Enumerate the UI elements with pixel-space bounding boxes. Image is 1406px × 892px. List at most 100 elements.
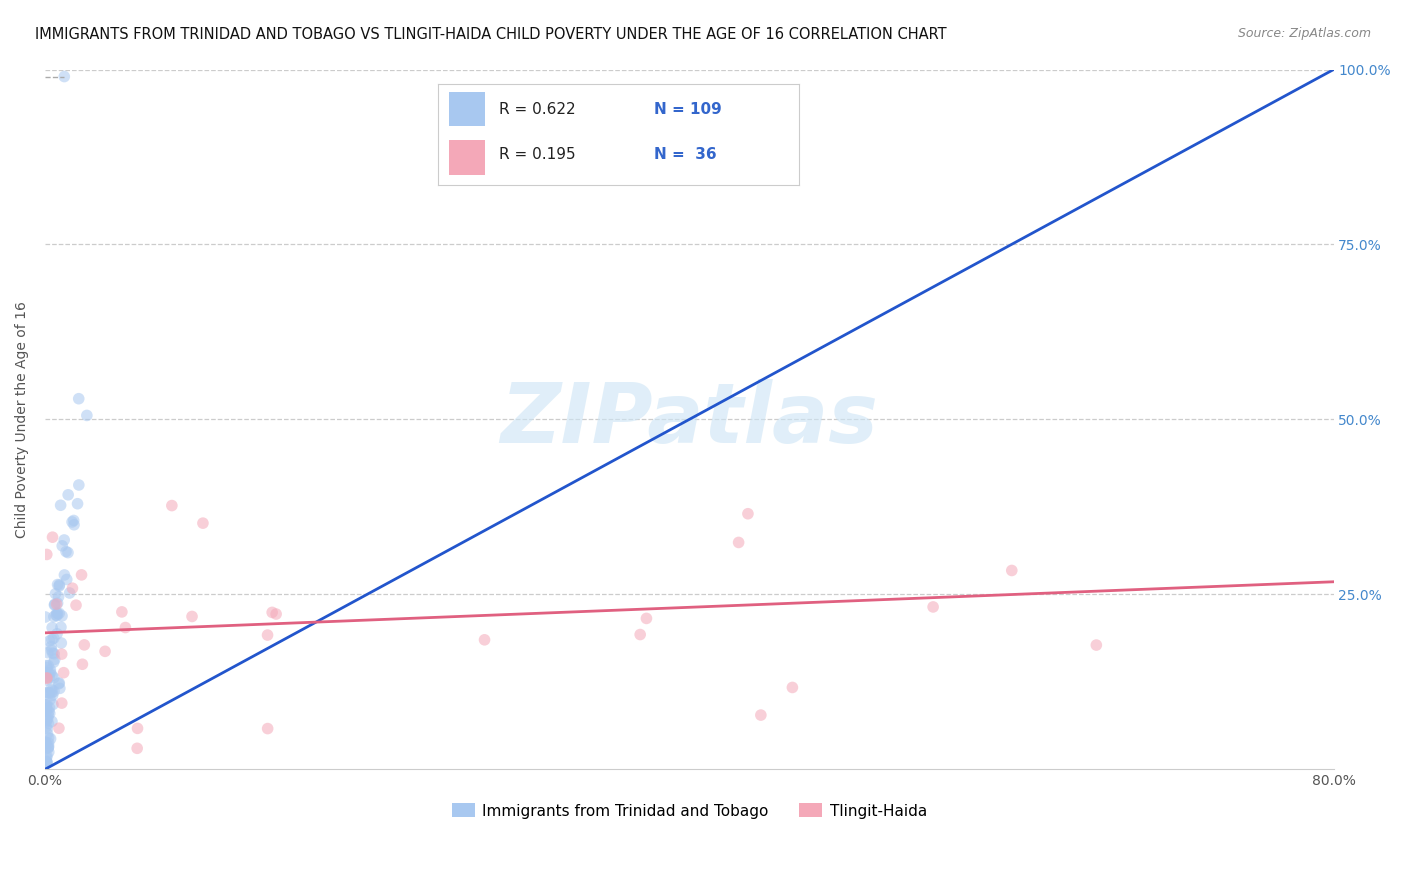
Point xyxy=(35,658,58,673)
Point xyxy=(41,668,63,682)
Point xyxy=(256,628,278,642)
Point xyxy=(35,714,58,729)
Point xyxy=(39,665,62,680)
Point xyxy=(38,671,60,685)
Point xyxy=(38,706,60,721)
Point xyxy=(41,714,63,729)
Point xyxy=(44,598,66,612)
Point xyxy=(37,646,59,660)
Point xyxy=(34,670,56,684)
Point xyxy=(37,708,59,723)
Text: ZIPatlas: ZIPatlas xyxy=(501,379,879,460)
Point xyxy=(51,647,73,661)
Point xyxy=(42,698,65,712)
Point xyxy=(35,749,58,764)
Point xyxy=(922,599,945,614)
Point xyxy=(45,607,67,622)
Point xyxy=(34,698,56,712)
Point xyxy=(37,660,59,674)
Point xyxy=(67,392,90,406)
Point xyxy=(35,698,58,712)
Point xyxy=(38,633,60,648)
Point xyxy=(56,546,79,560)
Point xyxy=(66,497,89,511)
Point xyxy=(35,673,58,687)
Point xyxy=(65,598,87,612)
Point xyxy=(42,609,65,624)
Point xyxy=(42,671,65,685)
Point xyxy=(35,756,58,770)
Point xyxy=(37,716,59,731)
Point xyxy=(48,677,70,691)
Point xyxy=(34,756,56,770)
Point xyxy=(37,740,59,755)
Y-axis label: Child Poverty Under the Age of 16: Child Poverty Under the Age of 16 xyxy=(15,301,30,538)
Point xyxy=(35,720,58,734)
Point xyxy=(35,754,58,768)
Point xyxy=(34,756,56,770)
Point xyxy=(41,688,63,702)
Point xyxy=(35,756,58,770)
Point xyxy=(48,607,70,621)
Point xyxy=(45,606,67,620)
Point xyxy=(45,608,67,623)
Point xyxy=(38,666,60,681)
Point xyxy=(41,530,63,544)
Point xyxy=(63,517,86,532)
Point xyxy=(38,700,60,714)
Point xyxy=(56,488,79,502)
Point xyxy=(48,578,70,592)
Point xyxy=(264,607,287,621)
Point xyxy=(55,544,77,558)
Point xyxy=(39,731,62,746)
Point xyxy=(38,745,60,759)
Point xyxy=(37,756,59,770)
Text: IMMIGRANTS FROM TRINIDAD AND TOBAGO VS TLINGIT-HAIDA CHILD POVERTY UNDER THE AGE: IMMIGRANTS FROM TRINIDAD AND TOBAGO VS T… xyxy=(35,27,946,42)
Point xyxy=(44,598,66,612)
Point xyxy=(127,741,149,756)
Point xyxy=(160,499,183,513)
Point xyxy=(70,567,93,582)
Point xyxy=(35,686,58,700)
Point xyxy=(737,507,759,521)
Point xyxy=(38,736,60,750)
Point xyxy=(39,692,62,706)
Point xyxy=(41,632,63,647)
Point xyxy=(191,516,214,530)
Point xyxy=(51,609,73,624)
Point xyxy=(34,735,56,749)
Point xyxy=(474,632,496,647)
Point xyxy=(34,742,56,756)
Point xyxy=(59,586,82,600)
Point xyxy=(51,696,73,710)
Point xyxy=(42,655,65,669)
Point xyxy=(39,640,62,654)
Point xyxy=(262,606,284,620)
Point xyxy=(35,713,58,727)
Point xyxy=(60,515,83,529)
Point xyxy=(34,756,56,770)
Point xyxy=(181,609,204,624)
Point xyxy=(35,672,58,686)
Point xyxy=(38,731,60,745)
Point xyxy=(53,70,76,84)
Text: Source: ZipAtlas.com: Source: ZipAtlas.com xyxy=(1237,27,1371,40)
Point xyxy=(48,721,70,735)
Point xyxy=(636,611,658,625)
Point xyxy=(62,513,84,527)
Point xyxy=(76,409,98,423)
Point xyxy=(111,605,134,619)
Point xyxy=(35,756,58,770)
Point xyxy=(46,596,69,610)
Point xyxy=(38,739,60,754)
Point xyxy=(35,750,58,764)
Point xyxy=(51,636,73,650)
Point xyxy=(749,708,772,723)
Point xyxy=(94,644,117,658)
Point xyxy=(51,539,73,553)
Point xyxy=(62,581,84,595)
Point xyxy=(67,478,90,492)
Point xyxy=(35,701,58,715)
Point xyxy=(127,722,149,736)
Point xyxy=(41,621,63,635)
